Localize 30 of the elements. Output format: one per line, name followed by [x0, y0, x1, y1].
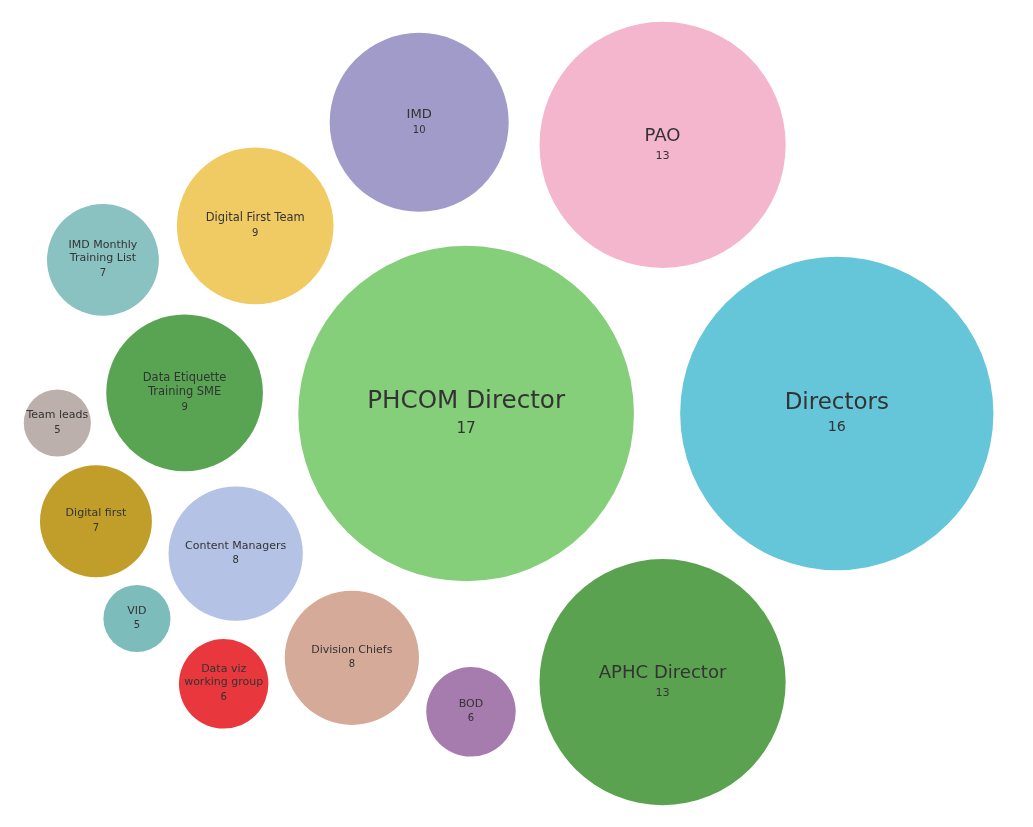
category-label: Directors: [784, 388, 889, 415]
category-label: IMD: [406, 106, 432, 122]
data-label: 9: [181, 400, 188, 412]
data-label: 8: [348, 658, 356, 670]
data-label: 7: [99, 267, 107, 279]
data-label: 13: [655, 685, 670, 699]
data-label: 6: [467, 712, 475, 724]
category-label: Team leads: [25, 408, 89, 422]
category-label: Division Chiefs: [311, 642, 393, 656]
category-label: PAO: [644, 123, 681, 145]
data-label: 7: [92, 521, 100, 533]
category-label: Data viz working group: [184, 662, 264, 689]
category-label: VID: [127, 603, 147, 617]
category-label: Data Etiquette Training SME: [142, 369, 227, 398]
category-label: Digital First Team: [205, 209, 305, 224]
data-label: 16: [827, 418, 846, 435]
category-label: IMD Monthly Training List: [68, 238, 138, 265]
data-label: 10: [412, 124, 426, 136]
data-label: 5: [54, 423, 61, 435]
data-label: 5: [133, 619, 141, 631]
category-label: Content Managers: [185, 538, 287, 552]
data-label: 8: [232, 554, 239, 566]
category-label: Digital first: [65, 506, 127, 520]
data-label: 13: [655, 148, 670, 162]
category-label: BOD: [458, 696, 484, 710]
category-label: APHC Director: [598, 661, 727, 683]
data-label: 9: [252, 226, 259, 238]
data-label: 17: [456, 419, 476, 438]
data-label: 6: [220, 691, 227, 703]
category-label: PHCOM Director: [367, 385, 566, 415]
